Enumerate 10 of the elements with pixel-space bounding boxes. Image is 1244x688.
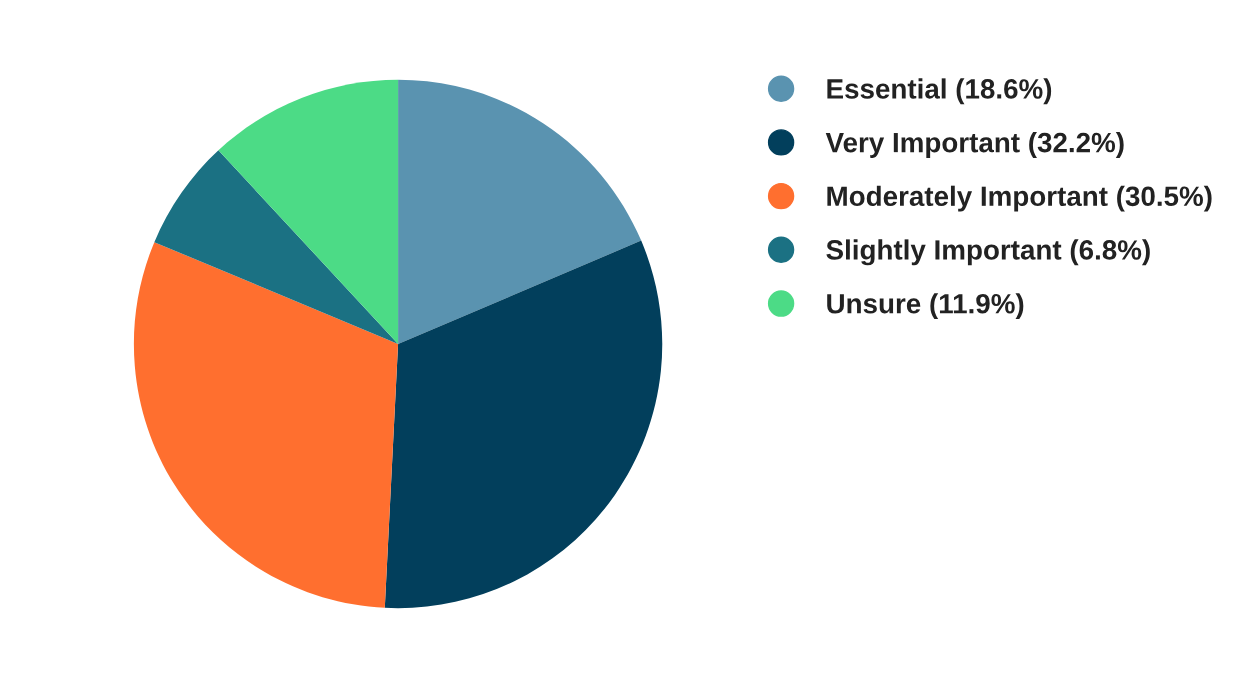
legend-label: Essential (18.6%): [827, 78, 1052, 105]
legend-label: Moderately Important (30.5%): [827, 185, 1212, 212]
legend-label: Unsure (11.9%): [827, 293, 1024, 320]
pie-slice: [398, 79, 642, 344]
pie-slice: [154, 150, 399, 344]
pie-slice: [218, 79, 399, 344]
pie-slice: [133, 242, 399, 608]
legend-label: Slightly Important (6.8%): [826, 239, 1150, 266]
pie-slice: [384, 240, 663, 609]
legend-label: Very Important (32.2%): [825, 132, 1124, 158]
